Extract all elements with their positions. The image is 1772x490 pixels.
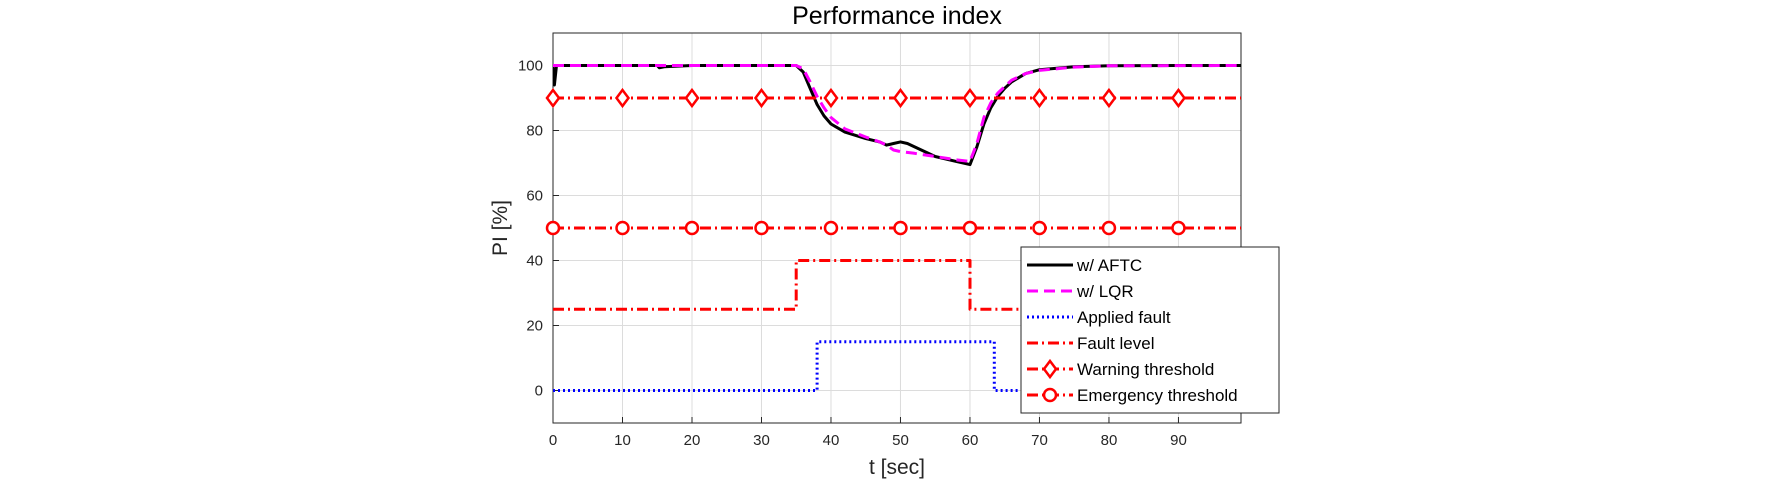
emergency-threshold-marker (1032, 220, 1047, 236)
x-tick-label: 70 (1031, 432, 1048, 449)
emergency-threshold-marker (684, 220, 700, 236)
warning-threshold-marker (892, 87, 909, 109)
x-tick-label: 20 (684, 432, 701, 449)
y-tick-label: 80 (526, 123, 543, 140)
chart-title: Performance index (792, 2, 1002, 30)
warning-threshold-marker (614, 87, 631, 109)
emergency-threshold-marker (754, 220, 769, 236)
emergency-threshold-marker (823, 220, 839, 236)
x-tick-label: 30 (753, 432, 770, 449)
warning-threshold-marker (962, 87, 978, 109)
warning-threshold-marker (684, 87, 700, 109)
x-tick-label: 80 (1101, 432, 1118, 449)
y-axis-label: PI [%] (489, 200, 512, 256)
x-axis-label: t [sec] (869, 456, 925, 479)
emergency-threshold-marker (545, 220, 561, 236)
emergency-threshold-marker (1101, 220, 1117, 236)
x-tick-label: 90 (1170, 432, 1187, 449)
applied-fault-line (553, 340, 1241, 392)
warning-threshold-marker (545, 87, 561, 109)
legend-label: Applied fault (1077, 308, 1171, 327)
legend-box (1020, 246, 1280, 414)
x-tick-label: 60 (962, 432, 979, 449)
y-tick-label: 40 (526, 253, 543, 270)
legend-label: Warning threshold (1077, 360, 1214, 379)
emergency-threshold-marker (962, 220, 978, 236)
warning-threshold-marker (1101, 87, 1117, 109)
warning-threshold-marker (1031, 87, 1048, 109)
legend-label: w/ LQR (1076, 282, 1134, 301)
w-lqr-line (553, 64, 1241, 163)
chart-legend: w/ AFTC w/ LQR Applied fault Fault level War… (1020, 246, 1280, 414)
legend-label: Fault level (1077, 334, 1154, 353)
warning-threshold-marker (1170, 87, 1187, 109)
legend-label: w/ AFTC (1076, 256, 1142, 275)
emergency-threshold-marker (615, 220, 630, 236)
legend-swatch-marker (1042, 358, 1058, 380)
x-tick-label: 50 (892, 432, 909, 449)
y-tick-label: 0 (535, 383, 543, 400)
y-tick-label: 20 (526, 318, 543, 335)
warning-threshold-marker (753, 87, 770, 109)
x-tick-label: 0 (549, 432, 557, 449)
x-tick-label: 40 (823, 432, 840, 449)
y-tick-label: 60 (526, 188, 543, 205)
warning-threshold-marker (823, 87, 839, 109)
fault-level-line (553, 259, 1241, 311)
legend-label: Emergency threshold (1077, 386, 1238, 405)
y-tick-label: 100 (518, 58, 543, 75)
emergency-threshold-marker (893, 220, 908, 236)
emergency-threshold-marker (1171, 220, 1186, 236)
x-tick-label: 10 (614, 432, 631, 449)
legend-swatch-marker (1042, 387, 1058, 403)
